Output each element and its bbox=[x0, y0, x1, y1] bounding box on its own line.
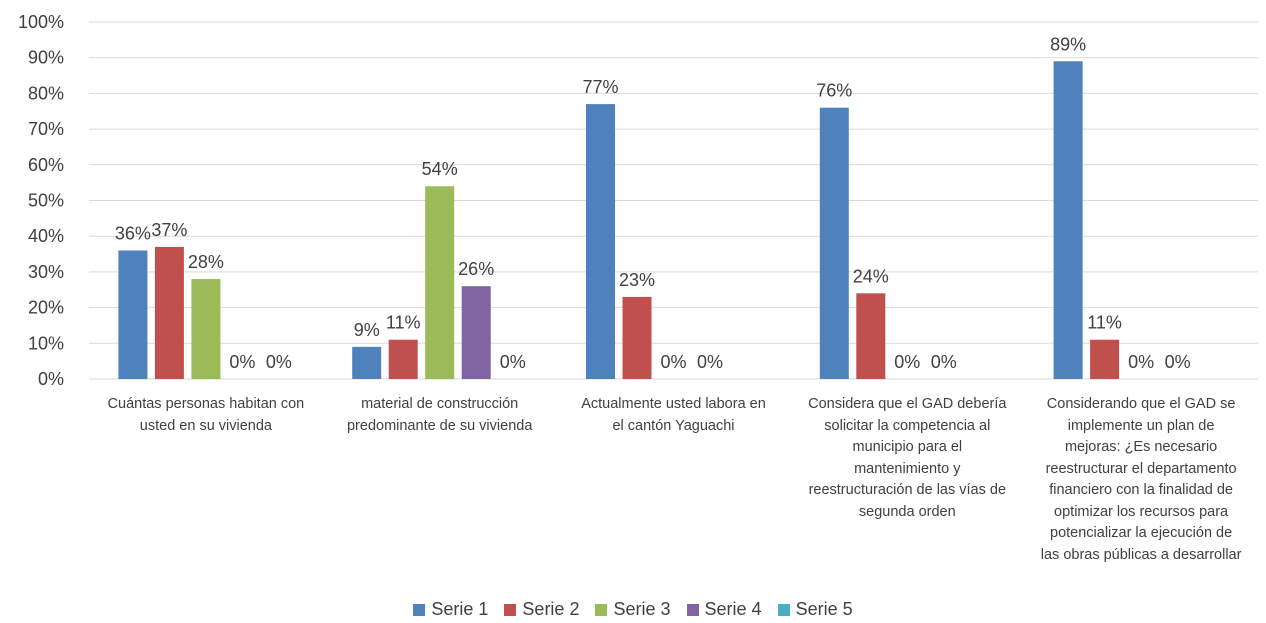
data-label: 77% bbox=[582, 77, 618, 97]
y-tick-label: 90% bbox=[28, 48, 64, 68]
legend-label: Serie 1 bbox=[431, 599, 489, 619]
data-label: 0% bbox=[931, 352, 957, 372]
bar bbox=[622, 296, 652, 379]
category-label: Considerando que el GAD se implemente un… bbox=[1040, 396, 1242, 563]
data-label: 26% bbox=[458, 259, 494, 279]
y-tick-label: 80% bbox=[28, 83, 64, 103]
data-label: 11% bbox=[386, 313, 421, 333]
bar bbox=[352, 346, 382, 379]
y-tick-label: 0% bbox=[38, 369, 64, 389]
bar bbox=[1053, 61, 1083, 380]
legend-item: Serie 1 bbox=[413, 599, 488, 620]
gridlines bbox=[89, 21, 1258, 380]
y-axis: 0% 10% 20% 30% 40% 50% 60% 70% 80% 90% 100% bbox=[18, 12, 64, 389]
y-tick-label: 20% bbox=[28, 298, 64, 318]
legend-swatch bbox=[413, 603, 426, 616]
legend-label: Serie 4 bbox=[704, 599, 762, 619]
legend-swatch bbox=[504, 603, 517, 616]
data-label: 0% bbox=[1128, 352, 1154, 372]
legend-label: Serie 2 bbox=[522, 599, 580, 619]
data-label: 9% bbox=[354, 320, 380, 340]
bar bbox=[425, 186, 455, 379]
legend: Serie 1 Serie 2 Serie 3 Serie 4 Serie 5 bbox=[0, 599, 1266, 620]
category-label: Cuántas personas habitan con usted en su… bbox=[107, 396, 305, 434]
bar bbox=[819, 107, 849, 380]
legend-item: Serie 3 bbox=[595, 599, 671, 620]
data-label: 28% bbox=[188, 252, 224, 272]
bar bbox=[388, 339, 418, 379]
legend-label: Serie 5 bbox=[795, 599, 853, 619]
bar bbox=[586, 104, 615, 380]
data-label: 0% bbox=[660, 352, 686, 372]
data-label: 36% bbox=[115, 223, 151, 243]
data-label: 0% bbox=[266, 352, 292, 372]
y-tick-label: 100% bbox=[18, 12, 64, 32]
bar bbox=[461, 286, 491, 379]
bar bbox=[118, 250, 148, 379]
y-tick-label: 30% bbox=[28, 262, 64, 282]
category-label: Considera que el GAD debería solicitar l… bbox=[808, 396, 1007, 520]
data-label: 0% bbox=[500, 352, 526, 372]
data-label: 89% bbox=[1050, 34, 1086, 54]
y-tick-label: 50% bbox=[28, 191, 64, 211]
y-tick-label: 60% bbox=[28, 155, 64, 175]
bar bbox=[191, 279, 221, 379]
bar bbox=[856, 293, 886, 379]
bar bbox=[154, 246, 184, 379]
category-label: Actualmente usted labora en el cantón Ya… bbox=[581, 396, 766, 434]
category-label: material de construcción predominante de… bbox=[346, 396, 533, 434]
legend-label: Serie 3 bbox=[613, 599, 671, 619]
data-label: 0% bbox=[1165, 352, 1191, 372]
data-label: 0% bbox=[894, 352, 920, 372]
data-label: 23% bbox=[619, 270, 655, 290]
bars bbox=[118, 61, 1120, 380]
data-label: 54% bbox=[422, 159, 458, 179]
legend-swatch bbox=[595, 603, 608, 616]
data-labels: 36% 37%28% 0% 0% 9% 11% 54% 26% 0% 77% 23% 0% 0% 76% 2… bbox=[115, 34, 1191, 372]
data-label: 24% bbox=[853, 266, 889, 286]
data-label: 11% bbox=[1087, 313, 1122, 333]
y-tick-label: 10% bbox=[28, 333, 64, 353]
data-label: 0% bbox=[697, 352, 723, 372]
legend-swatch bbox=[686, 603, 699, 616]
data-label: 0% bbox=[229, 352, 255, 372]
legend-swatch bbox=[777, 603, 790, 616]
legend-item: Serie 5 bbox=[777, 599, 853, 620]
y-tick-label: 40% bbox=[28, 226, 64, 246]
y-tick-label: 70% bbox=[28, 119, 64, 139]
bar bbox=[1090, 339, 1120, 379]
legend-item: Serie 2 bbox=[504, 599, 579, 620]
data-label: 37% bbox=[151, 220, 187, 240]
legend-item: Serie 4 bbox=[686, 599, 762, 620]
data-label: 76% bbox=[816, 81, 852, 101]
